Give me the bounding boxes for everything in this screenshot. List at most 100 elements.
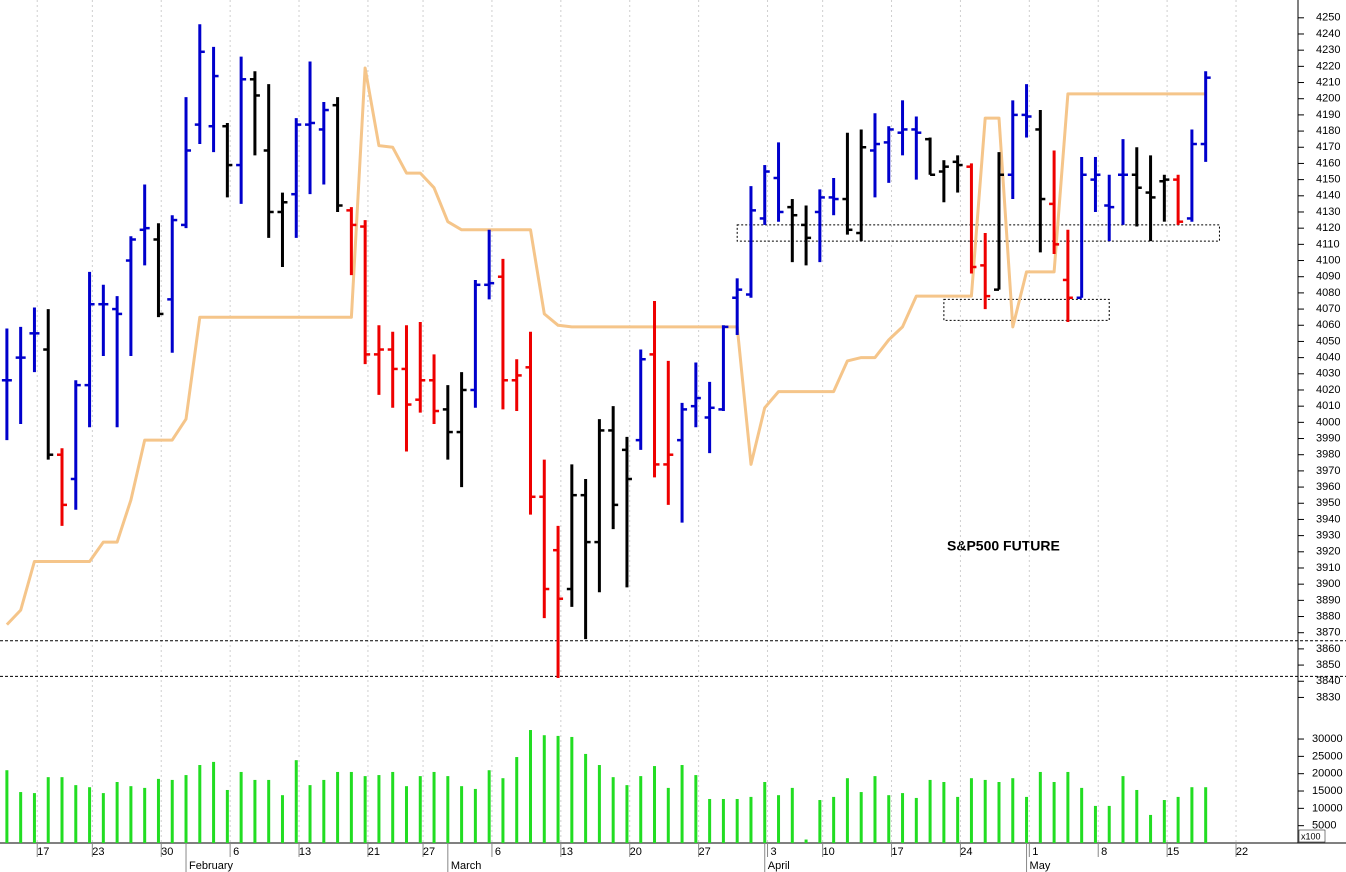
stop-line bbox=[5, 66, 1206, 626]
volume-bar bbox=[322, 779, 326, 843]
volume-bar bbox=[129, 786, 133, 843]
x-tick-label: 13 bbox=[561, 846, 573, 858]
x-tick-label: 6 bbox=[495, 846, 501, 858]
volume-unit: x100 bbox=[1301, 831, 1321, 841]
volume-bar bbox=[32, 793, 36, 843]
y-tick-label: 25000 bbox=[1312, 750, 1343, 762]
volume-bar bbox=[570, 736, 574, 843]
y-tick-label: 4150 bbox=[1316, 174, 1340, 186]
x-tick-label: 6 bbox=[233, 846, 239, 858]
volume-bar bbox=[639, 776, 643, 843]
y-tick-label: 4200 bbox=[1316, 93, 1340, 105]
volume-bar bbox=[308, 785, 312, 843]
y-tick-label: 4230 bbox=[1316, 44, 1340, 56]
y-tick-label: 4220 bbox=[1316, 60, 1340, 72]
volume-bar bbox=[749, 796, 753, 843]
y-tick-label: 3880 bbox=[1316, 610, 1340, 622]
y-tick-label: 4010 bbox=[1316, 400, 1340, 412]
y-tick-label: 4240 bbox=[1316, 28, 1340, 40]
y-tick-label: 4070 bbox=[1316, 303, 1340, 315]
volume-bar bbox=[198, 765, 202, 843]
volume-bar bbox=[1038, 771, 1042, 843]
volume-bar bbox=[115, 782, 119, 843]
volume-bar bbox=[956, 796, 960, 843]
y-tick-label: 3930 bbox=[1316, 530, 1340, 542]
volume-bar bbox=[294, 760, 298, 843]
y-tick-label: 3870 bbox=[1316, 627, 1340, 639]
volume-bar bbox=[942, 782, 946, 843]
y-tick-label: 4030 bbox=[1316, 368, 1340, 380]
y-tick-label: 4210 bbox=[1316, 76, 1340, 88]
volume-bar bbox=[721, 798, 725, 843]
volume-bar bbox=[1107, 805, 1111, 843]
x-tick-label: 23 bbox=[92, 846, 104, 858]
month-label: April bbox=[768, 860, 790, 872]
month-label: February bbox=[189, 860, 234, 872]
volume-bar bbox=[666, 787, 670, 843]
volume-bar bbox=[253, 779, 257, 843]
volume-bar bbox=[391, 771, 395, 843]
x-tick-label: 13 bbox=[299, 846, 311, 858]
volume-bar bbox=[60, 777, 64, 843]
volume-bar bbox=[5, 770, 9, 843]
volume-bar bbox=[88, 787, 92, 843]
volume-bar bbox=[777, 795, 781, 843]
y-tick-label: 3850 bbox=[1316, 659, 1340, 671]
volume-bar bbox=[473, 788, 477, 843]
y-tick-label: 5000 bbox=[1312, 820, 1336, 832]
volume-bar bbox=[1190, 787, 1194, 843]
volume-bar bbox=[1093, 805, 1097, 843]
volume-bar bbox=[184, 775, 188, 843]
volume-bar bbox=[280, 795, 284, 843]
volume-bar bbox=[74, 785, 78, 843]
volume-bar bbox=[267, 779, 271, 843]
x-tick-label: 15 bbox=[1167, 846, 1179, 858]
volume-bar bbox=[887, 795, 891, 843]
unit-box bbox=[1298, 829, 1326, 843]
volume-bar bbox=[832, 796, 836, 843]
x-tick-label: 21 bbox=[368, 846, 380, 858]
volume-bar bbox=[804, 839, 808, 843]
volume-bar bbox=[1162, 800, 1166, 843]
y-tick-label: 3920 bbox=[1316, 546, 1340, 558]
volume-bar bbox=[1121, 776, 1125, 843]
y-tick-label: 4250 bbox=[1316, 12, 1340, 24]
y-tick-label: 4020 bbox=[1316, 384, 1340, 396]
volume-bar bbox=[597, 765, 601, 843]
y-tick-label: 4090 bbox=[1316, 271, 1340, 283]
x-tick-label: 27 bbox=[423, 846, 435, 858]
volume-bar bbox=[735, 798, 739, 843]
y-tick-label: 3860 bbox=[1316, 643, 1340, 655]
volume-bar bbox=[377, 775, 381, 843]
y-tick-label: 3830 bbox=[1316, 691, 1340, 703]
x-tick-label: 17 bbox=[891, 846, 903, 858]
volume-bar bbox=[19, 792, 23, 843]
x-tick-label: 30 bbox=[161, 846, 173, 858]
x-tick-label: 1 bbox=[1032, 846, 1038, 858]
y-tick-label: 3910 bbox=[1316, 562, 1340, 574]
volume-bar bbox=[170, 779, 174, 843]
volume-bar bbox=[790, 787, 794, 843]
y-tick-label: 4080 bbox=[1316, 287, 1340, 299]
x-tick-label: 20 bbox=[630, 846, 642, 858]
volume-bar bbox=[556, 735, 560, 843]
volume-bar bbox=[212, 761, 216, 843]
y-tick-label: 3970 bbox=[1316, 465, 1340, 477]
volume-bar bbox=[859, 792, 863, 843]
y-tick-label: 4000 bbox=[1316, 416, 1340, 428]
volume-bar bbox=[584, 753, 588, 843]
volume-bar bbox=[1066, 771, 1070, 843]
volume-bar bbox=[225, 789, 229, 843]
x-tick-label: 17 bbox=[37, 846, 49, 858]
y-tick-label: 4060 bbox=[1316, 319, 1340, 331]
volume-bar bbox=[680, 765, 684, 843]
volume-bar bbox=[1135, 789, 1139, 843]
volume-bar bbox=[404, 786, 408, 843]
volume-bar bbox=[239, 771, 243, 843]
y-tick-label: 4110 bbox=[1316, 238, 1340, 250]
volume-bar bbox=[611, 777, 615, 843]
volume-bar bbox=[1080, 787, 1084, 843]
x-tick-label: 10 bbox=[823, 846, 835, 858]
volume-bar bbox=[653, 766, 657, 843]
